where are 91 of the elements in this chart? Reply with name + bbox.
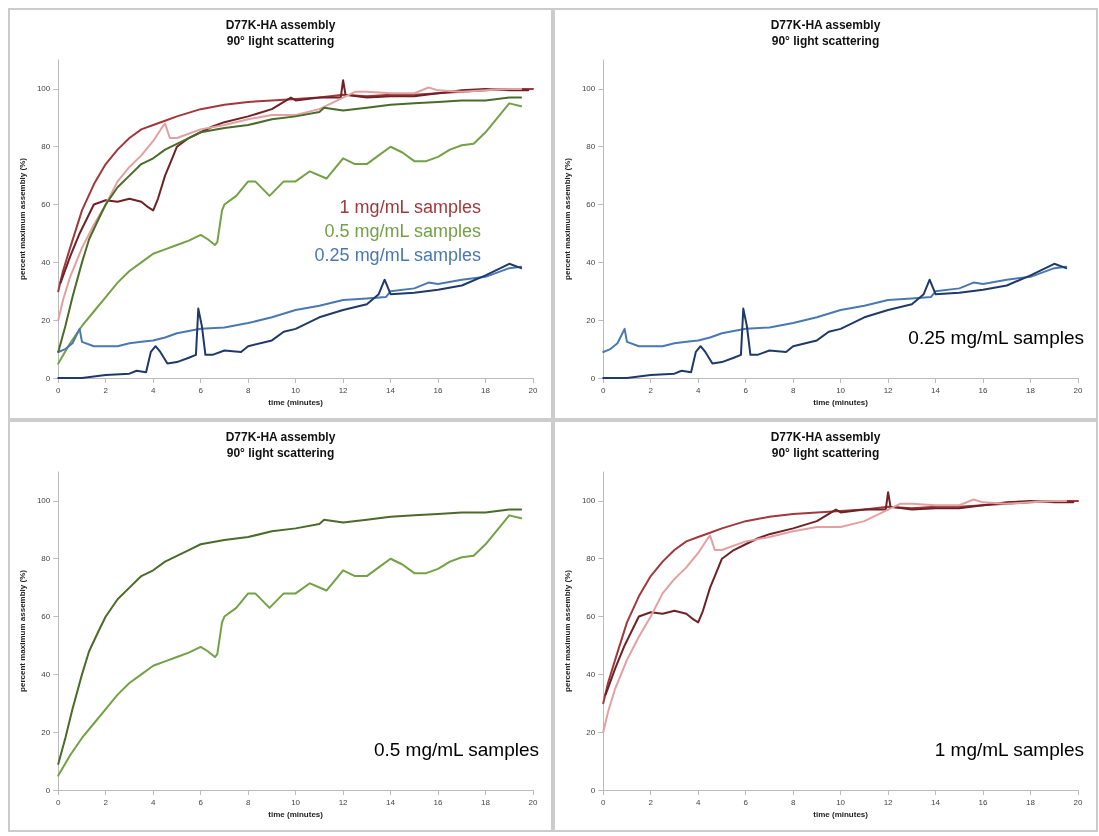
x-tick-label: 18 [481,797,491,807]
x-tick-label: 10 [836,797,846,807]
annotation: 1 mg/mL samples [339,196,481,217]
x-tick-label: 16 [978,797,989,807]
x-tick-label: 14 [386,797,396,807]
y-tick-label: 20 [586,315,596,325]
x-tick-label: 16 [433,385,444,395]
x-tick-label: 6 [198,385,204,395]
x-tick-label: 4 [150,385,156,395]
x-tick-label: 8 [245,797,251,807]
x-tick-label: 12 [338,797,349,807]
x-tick-label: 20 [1073,385,1083,395]
y-tick-label: 80 [586,554,596,564]
x-tick-label: 4 [150,797,156,807]
x-tick-label: 2 [103,385,109,395]
y-tick-label: 80 [586,142,596,152]
y-tick-label: 60 [586,612,596,622]
x-tick-label: 0 [56,797,62,807]
x-tick-label: 18 [481,385,491,395]
chart-subtitle: 90° light scattering [771,446,880,460]
x-tick-label: 14 [931,385,941,395]
x-tick-label: 20 [1073,797,1083,807]
y-tick-label: 100 [581,84,596,94]
x-tick-label: 8 [790,797,796,807]
x-axis-title: time (minutes) [268,398,324,408]
x-tick-label: 2 [648,797,654,807]
x-tick-label: 2 [103,797,109,807]
chart-subtitle: 90° light scattering [226,446,335,460]
y-tick-label: 0 [590,373,596,383]
chart-title: D77K-HA assembly [770,430,881,444]
y-tick-label: 0 [45,785,51,795]
y-tick-label: 20 [586,727,596,737]
annotation: 0.5 mg/mL samples [373,739,539,760]
x-tick-label: 16 [433,797,444,807]
x-tick-label: 10 [836,385,846,395]
y-tick-label: 100 [36,496,51,506]
y-tick-label: 40 [586,669,596,679]
x-tick-label: 2 [648,385,654,395]
line-series [57,265,523,353]
y-tick-label: 80 [41,142,51,152]
y-tick-label: 80 [41,554,51,564]
x-tick-label: 12 [883,385,894,395]
y-tick-label: 40 [41,257,51,267]
x-tick-label: 12 [338,385,349,395]
y-tick-label: 60 [586,200,596,210]
y-axis-title: percent maximum assembly (%) [17,157,27,280]
annotation: 0.25 mg/mL samples [908,327,1084,348]
y-tick-label: 0 [590,785,596,795]
annotation: 0.5 mg/mL samples [324,220,481,241]
chart-subtitle: 90° light scattering [771,34,880,48]
x-axis-title: time (minutes) [813,398,869,408]
x-tick-label: 16 [978,385,989,395]
x-tick-label: 8 [790,385,796,395]
x-tick-label: 20 [528,385,538,395]
x-tick-label: 14 [931,797,941,807]
chart-title: D77K-HA assembly [225,18,336,32]
x-tick-label: 6 [743,385,749,395]
y-tick-label: 60 [41,200,51,210]
x-tick-label: 12 [883,797,894,807]
x-axis-title: time (minutes) [813,810,869,820]
x-tick-label: 6 [198,797,204,807]
annotation: 1 mg/mL samples [934,739,1084,760]
x-tick-label: 18 [1026,797,1036,807]
y-tick-label: 20 [41,727,51,737]
x-tick-label: 20 [528,797,538,807]
x-tick-label: 0 [601,797,607,807]
y-tick-label: 100 [36,84,51,94]
x-tick-label: 14 [386,385,396,395]
chart-title: D77K-HA assembly [770,18,881,32]
y-axis-title: percent maximum assembly (%) [17,569,27,692]
x-tick-label: 10 [291,385,301,395]
x-tick-label: 18 [1026,385,1036,395]
y-tick-label: 100 [581,496,596,506]
chart-subtitle: 90° light scattering [226,34,335,48]
y-tick-label: 20 [41,315,51,325]
y-axis-title: percent maximum assembly (%) [562,569,572,692]
chart-title: D77K-HA assembly [225,430,336,444]
x-tick-label: 4 [695,797,701,807]
y-axis-title: percent maximum assembly (%) [562,157,572,280]
x-tick-label: 6 [743,797,749,807]
x-tick-label: 0 [56,385,62,395]
y-tick-label: 40 [586,257,596,267]
x-tick-label: 0 [601,385,607,395]
x-axis-title: time (minutes) [268,810,324,820]
x-tick-label: 4 [695,385,701,395]
y-tick-label: 60 [41,612,51,622]
y-tick-label: 40 [41,669,51,679]
x-tick-label: 8 [245,385,251,395]
x-tick-label: 10 [291,797,301,807]
annotation: 0.25 mg/mL samples [314,244,481,265]
y-tick-label: 0 [45,373,51,383]
